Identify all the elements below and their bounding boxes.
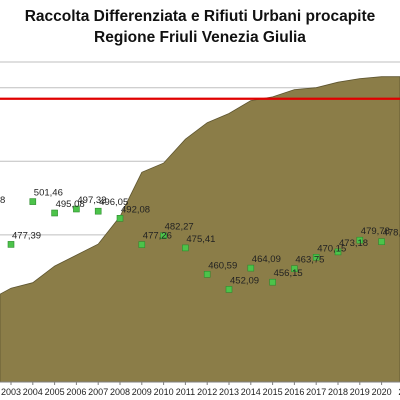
data-label: 492,08 — [121, 204, 150, 215]
data-label: 463,75 — [295, 255, 324, 266]
data-point-marker — [269, 278, 276, 286]
chart-title-line1: Raccolta Differenziata e Rifiuti Urbani … — [24, 8, 376, 25]
x-tick-label: 2016 — [284, 387, 304, 397]
x-tick-label: 20 — [398, 387, 400, 397]
data-point-marker — [291, 265, 298, 273]
x-tick-label: 2017 — [306, 387, 326, 397]
data-point-marker — [138, 241, 146, 248]
data-point-marker — [29, 198, 37, 205]
data-point-marker — [94, 207, 102, 215]
x-tick-label: 2008 — [110, 387, 130, 397]
data-label: 460,59 — [208, 260, 237, 271]
data-label: 495,08 — [56, 199, 85, 210]
x-tick-label: 2011 — [176, 387, 195, 397]
data-label: 497,32 — [77, 195, 106, 206]
x-tick-label: 2018 — [328, 387, 348, 397]
data-label: 470,15 — [317, 243, 346, 254]
data-point-marker — [334, 248, 342, 256]
data-label: 473,18 — [339, 238, 368, 249]
x-tick-label: 2019 — [350, 387, 370, 397]
x-tick-label: 2020 — [372, 387, 392, 397]
data-label-partial: 8 — [0, 195, 5, 206]
data-point-marker — [203, 270, 211, 278]
data-point-marker — [356, 236, 364, 244]
data-label: 501,46 — [34, 188, 63, 199]
x-tick-label: 2005 — [45, 387, 65, 397]
data-point-marker — [182, 244, 189, 252]
data-label: 456,15 — [274, 268, 303, 279]
data-label: 477,39 — [12, 230, 41, 241]
data-label: 477,26 — [143, 231, 172, 242]
x-tick-label: 2014 — [241, 387, 261, 397]
data-point-marker — [7, 241, 15, 248]
data-label: 496,05 — [99, 197, 128, 208]
data-label: 464,09 — [252, 254, 281, 265]
chart-title: Raccolta Differenziata e Rifiuti Urbani … — [0, 6, 400, 48]
data-point-marker — [378, 238, 385, 245]
x-tick-label: 2010 — [154, 387, 174, 397]
data-point-marker — [51, 209, 58, 217]
data-label: 475,41 — [186, 234, 215, 245]
data-point-marker — [73, 205, 80, 213]
data-point-marker — [247, 264, 255, 272]
data-label: 478,92 — [383, 228, 400, 239]
x-tick-label: 2004 — [23, 387, 43, 397]
data-label: 452,09 — [230, 275, 259, 286]
data-point-marker — [116, 215, 124, 222]
marker-series — [7, 198, 385, 293]
area-series — [0, 76, 400, 383]
x-tick-label: 2003 — [1, 387, 21, 397]
x-tick-label: 2006 — [66, 387, 86, 397]
x-tick-label: 2015 — [263, 387, 283, 397]
data-point-marker — [312, 254, 320, 261]
data-point-marker — [160, 232, 167, 239]
x-tick-label: 2012 — [197, 387, 217, 397]
data-label: 479,78 — [361, 226, 390, 237]
data-point-marker — [225, 286, 233, 293]
x-tick-label: 2013 — [219, 387, 239, 397]
x-tick-label: 2009 — [132, 387, 152, 397]
chart-title-line2: Regione Friuli Venezia Giulia — [94, 29, 306, 46]
x-axis: 2003 2004 2005 2006 2007 2008 2009 2010 2011 2012… — [0, 381, 400, 397]
data-label: 482,27 — [165, 222, 194, 233]
area-series-fill — [0, 76, 400, 383]
x-tick-label: 2007 — [88, 387, 108, 397]
